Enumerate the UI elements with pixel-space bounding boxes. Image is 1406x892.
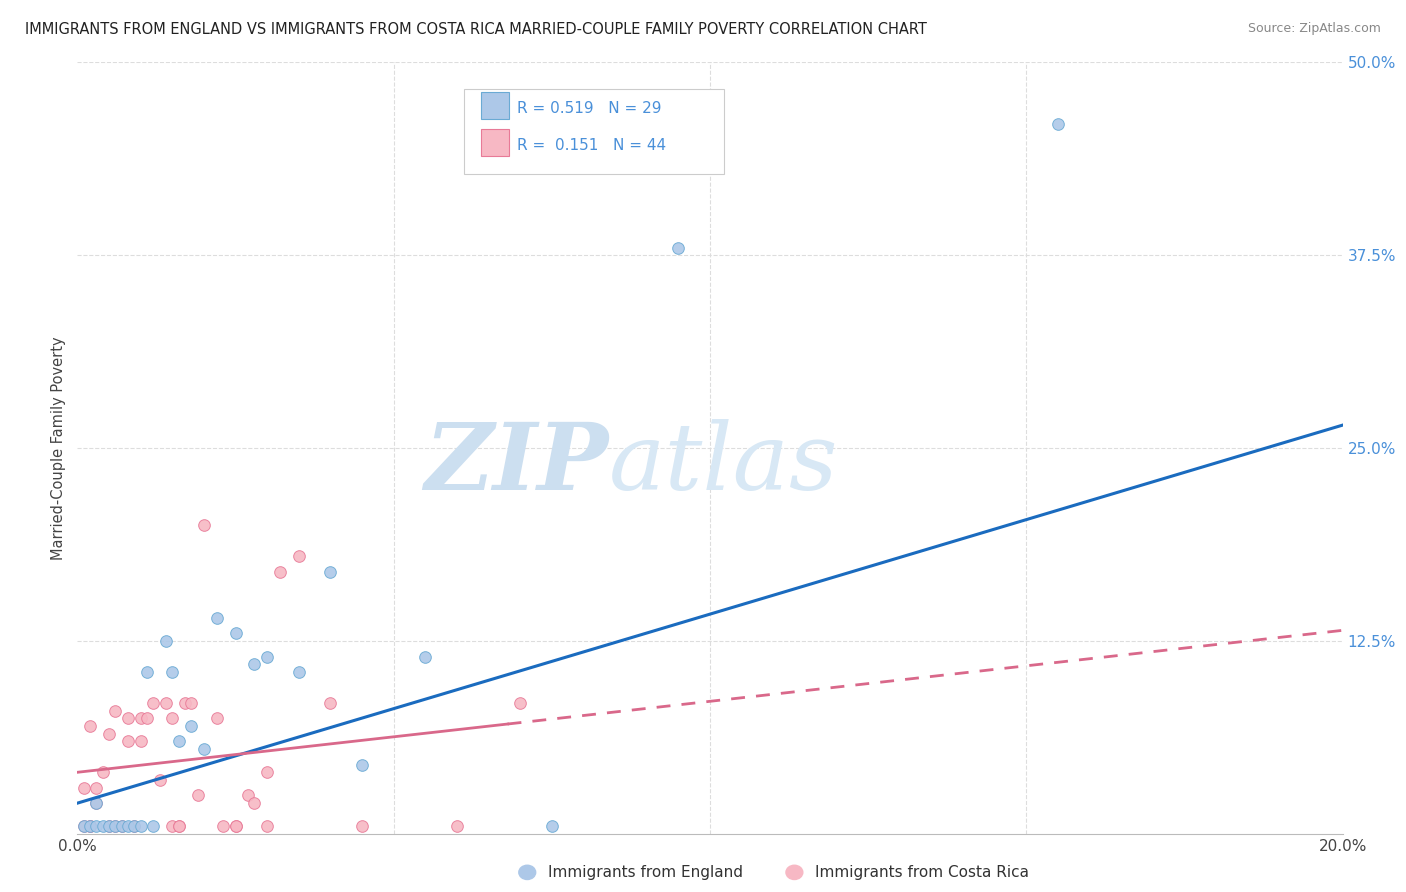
Point: [256, 649, 278, 664]
Point: [540, 819, 562, 833]
Point: [193, 742, 215, 756]
Point: [86, 796, 108, 810]
Point: [167, 734, 190, 748]
Point: [111, 819, 132, 833]
Text: R = 0.519   N = 29: R = 0.519 N = 29: [517, 101, 662, 116]
Point: [73, 819, 96, 833]
Point: [142, 696, 165, 710]
Point: [211, 819, 233, 833]
Point: [124, 819, 146, 833]
Point: [256, 819, 278, 833]
Point: [117, 819, 139, 833]
Point: [135, 711, 157, 725]
Point: [167, 819, 190, 833]
Text: Source: ZipAtlas.com: Source: ZipAtlas.com: [1247, 22, 1381, 36]
Point: [243, 796, 266, 810]
Point: [155, 634, 177, 648]
Point: [668, 241, 690, 255]
Point: [162, 665, 183, 679]
Point: [413, 649, 436, 664]
Point: [104, 704, 127, 718]
Point: [225, 626, 247, 640]
Point: [225, 819, 247, 833]
Point: [104, 819, 127, 833]
Point: [167, 819, 190, 833]
Point: [186, 789, 209, 803]
Point: [79, 719, 101, 733]
Point: [205, 711, 228, 725]
Point: [86, 780, 108, 795]
Point: [180, 696, 202, 710]
Point: [73, 780, 96, 795]
Text: Immigrants from Costa Rica: Immigrants from Costa Rica: [815, 865, 1029, 880]
Point: [79, 819, 101, 833]
Point: [86, 819, 108, 833]
Text: ZIP: ZIP: [425, 418, 609, 508]
Point: [79, 819, 101, 833]
Point: [79, 819, 101, 833]
Point: [86, 796, 108, 810]
Point: [352, 757, 374, 772]
Point: [129, 734, 152, 748]
Point: [111, 819, 132, 833]
Point: [162, 819, 183, 833]
Point: [288, 665, 311, 679]
Point: [129, 711, 152, 725]
Point: [135, 665, 157, 679]
Point: [319, 696, 342, 710]
Point: [98, 819, 120, 833]
Text: atlas: atlas: [609, 418, 838, 508]
Point: [98, 819, 120, 833]
Point: [446, 819, 468, 833]
Text: Immigrants from England: Immigrants from England: [548, 865, 744, 880]
Point: [117, 711, 139, 725]
Point: [104, 819, 127, 833]
Point: [129, 819, 152, 833]
Point: [142, 819, 165, 833]
Point: [162, 711, 183, 725]
Point: [1046, 117, 1069, 131]
Point: [319, 565, 342, 579]
Point: [91, 819, 114, 833]
Point: [91, 765, 114, 780]
Point: [288, 549, 311, 564]
Point: [225, 819, 247, 833]
Point: [117, 734, 139, 748]
Point: [180, 719, 202, 733]
Point: [73, 819, 96, 833]
Text: IMMIGRANTS FROM ENGLAND VS IMMIGRANTS FROM COSTA RICA MARRIED-COUPLE FAMILY POVE: IMMIGRANTS FROM ENGLAND VS IMMIGRANTS FR…: [25, 22, 927, 37]
Point: [124, 819, 146, 833]
Point: [98, 727, 120, 741]
Point: [509, 696, 531, 710]
Point: [193, 518, 215, 533]
Point: [155, 696, 177, 710]
Point: [256, 765, 278, 780]
Point: [243, 657, 266, 672]
Text: R =  0.151   N = 44: R = 0.151 N = 44: [517, 138, 666, 153]
Point: [352, 819, 374, 833]
Point: [174, 696, 197, 710]
Point: [236, 789, 259, 803]
Y-axis label: Married-Couple Family Poverty: Married-Couple Family Poverty: [51, 336, 66, 560]
Point: [205, 611, 228, 625]
Point: [149, 772, 172, 787]
Point: [269, 565, 291, 579]
